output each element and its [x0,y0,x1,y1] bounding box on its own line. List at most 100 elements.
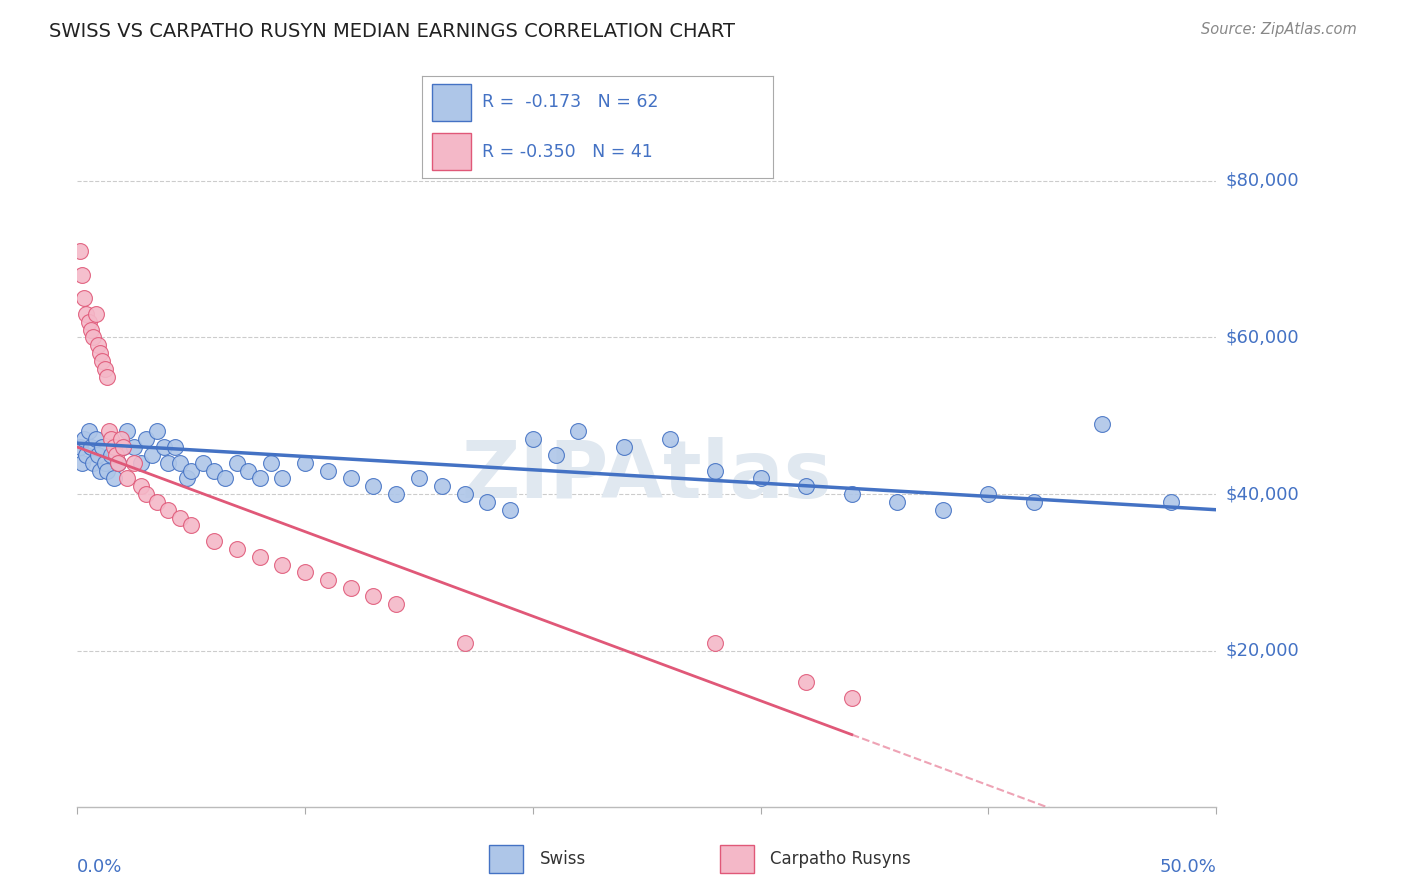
Point [100,432,122,446]
Point [75,307,97,321]
Point [202,534,225,549]
Point [176,471,198,485]
Text: $40,000: $40,000 [1225,485,1299,503]
Point [202,464,225,478]
Point [236,464,259,478]
Text: $60,000: $60,000 [1225,328,1299,346]
Text: Swiss: Swiss [540,849,586,868]
Point [80,440,103,454]
Point [932,502,955,516]
Point [522,432,544,446]
Point [105,448,128,462]
Point [1160,495,1182,509]
Point [260,456,283,470]
Point [70,456,93,470]
Bar [489,845,523,872]
Point [117,425,139,439]
Point [77,315,100,329]
Text: R = -0.350   N = 41: R = -0.350 N = 41 [481,143,652,161]
Point [89,464,111,478]
Point [135,487,157,501]
Point [271,558,294,572]
Point [249,549,271,564]
Point [87,338,110,352]
Point [107,456,129,470]
Point [169,456,191,470]
Point [107,456,129,470]
Point [794,479,817,493]
Point [141,448,163,462]
Point [271,471,294,485]
Point [453,487,475,501]
Point [165,440,187,454]
Point [841,690,863,705]
Point [225,456,247,470]
Point [225,541,247,556]
Point [129,479,152,493]
Point [146,495,169,509]
Point [1022,495,1045,509]
Point [453,636,475,650]
Point [124,440,146,454]
Text: SWISS VS CARPATHO RUSYN MEDIAN EARNINGS CORRELATION CHART: SWISS VS CARPATHO RUSYN MEDIAN EARNINGS … [49,22,735,41]
Point [658,432,681,446]
Point [544,448,567,462]
Text: 0.0%: 0.0% [77,858,122,876]
Point [124,456,146,470]
Point [117,471,139,485]
Point [82,330,104,344]
Point [69,440,91,454]
Point [73,432,96,446]
Point [339,581,361,595]
Point [103,440,125,454]
Point [180,518,202,533]
Text: R =  -0.173   N = 62: R = -0.173 N = 62 [481,94,658,112]
Point [91,440,114,454]
Point [339,471,361,485]
Point [157,502,180,516]
Text: $20,000: $20,000 [1225,641,1299,660]
Point [135,432,157,446]
Text: Source: ZipAtlas.com: Source: ZipAtlas.com [1201,22,1357,37]
Point [96,369,118,384]
Point [385,487,408,501]
Point [100,448,122,462]
Bar [720,845,754,872]
Point [77,425,100,439]
Point [567,425,589,439]
Point [75,448,97,462]
Point [93,361,115,376]
Point [84,432,107,446]
Point [1091,417,1114,431]
Point [93,456,115,470]
Point [70,268,93,282]
Point [749,471,772,485]
Point [191,456,214,470]
Point [363,589,385,603]
Point [704,636,727,650]
Bar [433,84,471,121]
Point [294,456,316,470]
Point [499,502,522,516]
Point [157,456,180,470]
Point [430,479,453,493]
Bar [433,133,471,170]
Text: ZIPAtlas: ZIPAtlas [461,437,832,515]
Point [82,456,104,470]
Point [84,307,107,321]
Point [214,471,236,485]
Point [129,456,152,470]
Point [169,510,191,524]
Point [363,479,385,493]
Point [91,354,114,368]
Point [704,464,727,478]
Point [316,464,339,478]
Point [73,291,96,305]
Point [69,244,91,259]
Text: Carpatho Rusyns: Carpatho Rusyns [770,849,911,868]
Point [96,464,118,478]
Point [886,495,908,509]
Point [146,425,169,439]
Point [294,566,316,580]
Point [153,440,176,454]
